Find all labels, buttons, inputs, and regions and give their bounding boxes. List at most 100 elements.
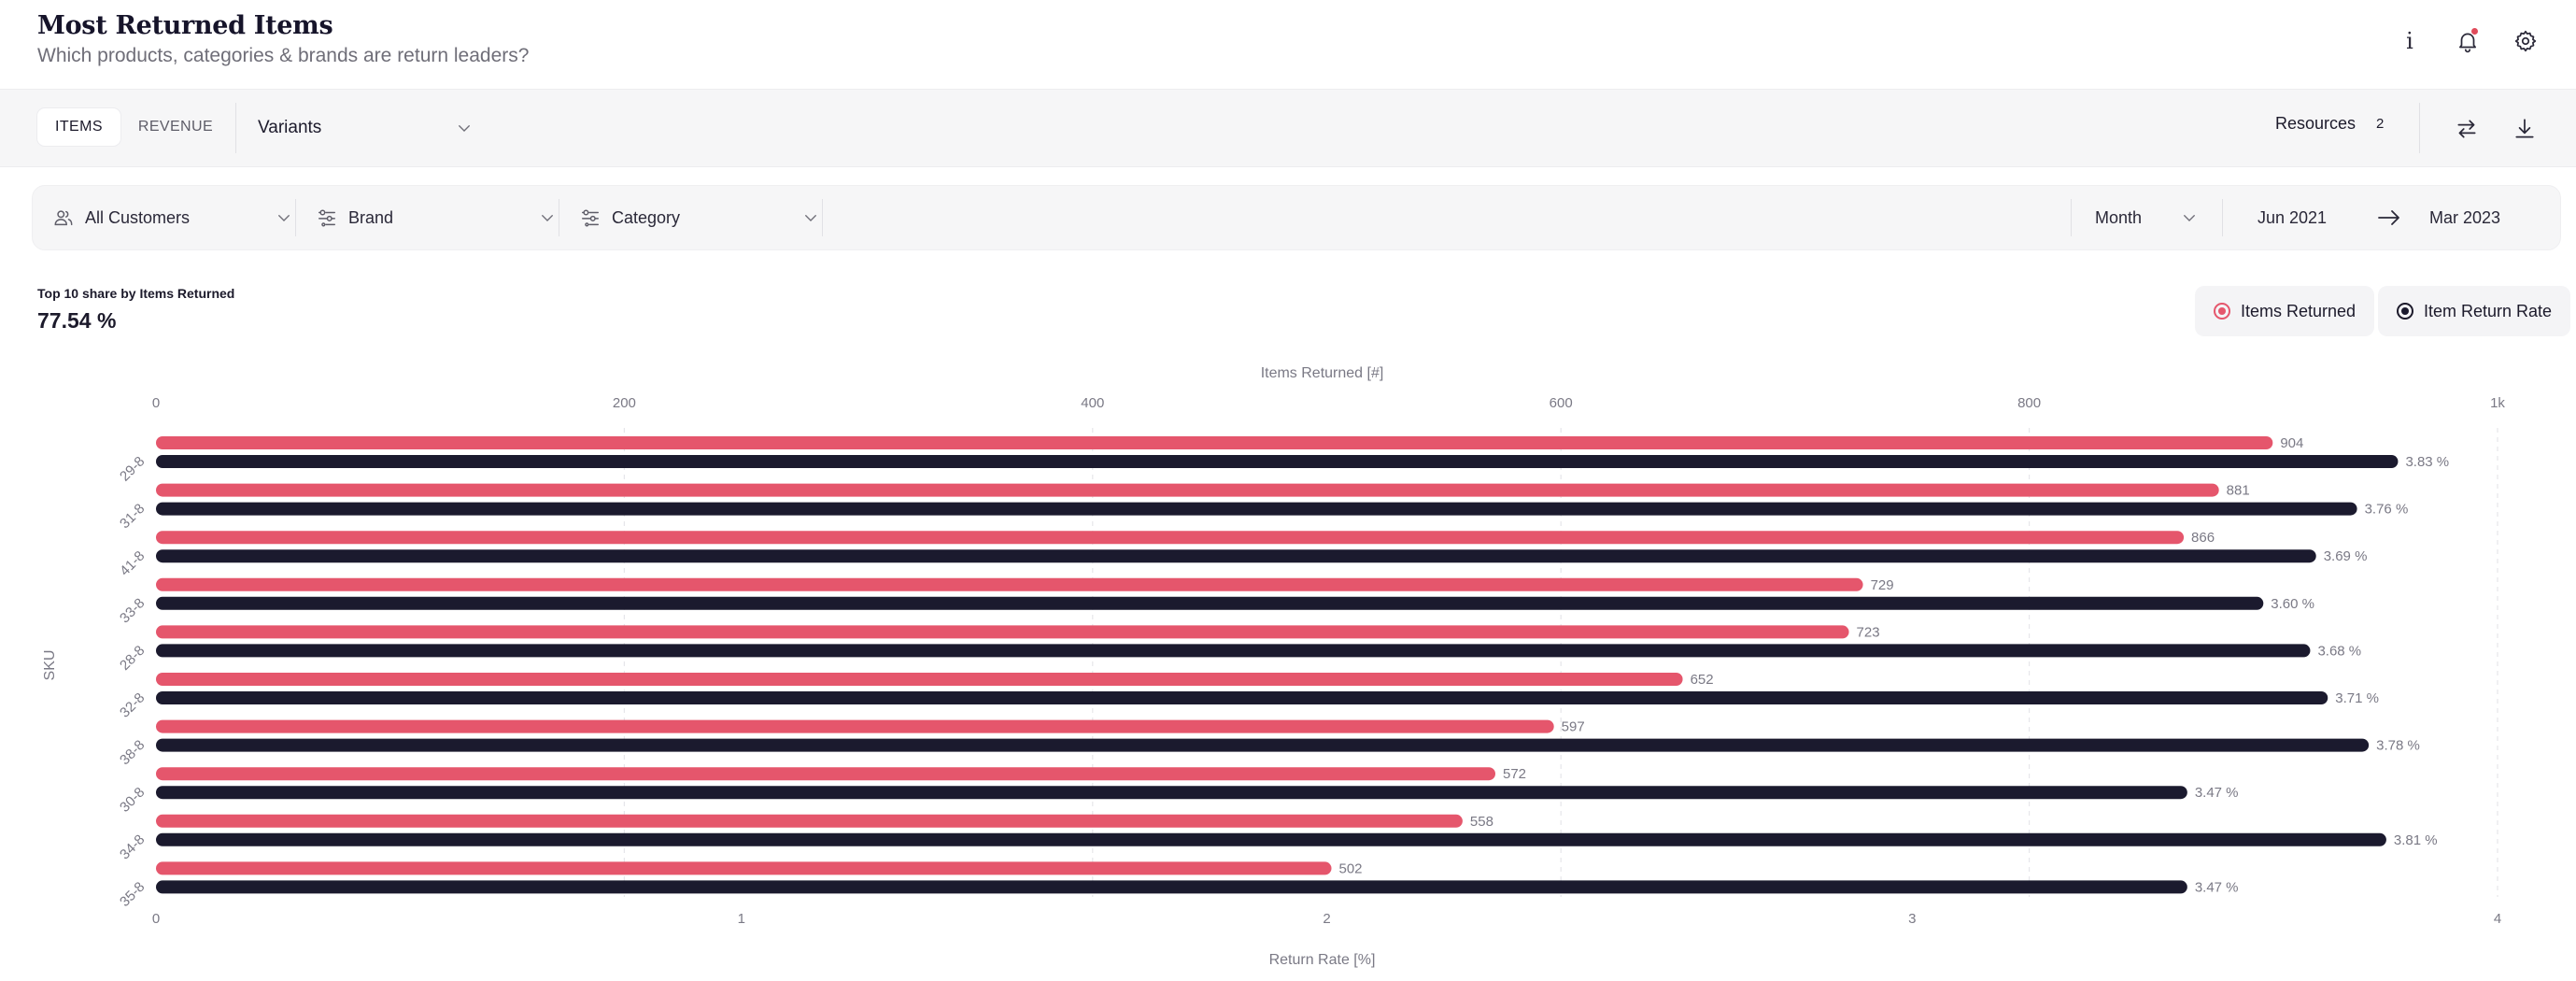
items-returned-bar <box>156 673 1683 686</box>
date-to[interactable]: Mar 2023 <box>2429 186 2532 249</box>
sku-tick-label: 28-8 <box>117 643 148 674</box>
bell-icon <box>2459 33 2476 53</box>
arrow-right-icon <box>2377 186 2411 249</box>
swap-button[interactable] <box>2450 112 2484 146</box>
top-axis-tick-label: 1k <box>2490 395 2505 411</box>
metric-toggle: ITEMS REVENUE <box>37 106 231 149</box>
items-returned-bar <box>156 625 1849 639</box>
return-rate-value-label: 3.71 % <box>2335 690 2379 706</box>
resources-count: 2 <box>2376 116 2385 132</box>
return-rate-bar <box>156 549 2316 563</box>
category-filter[interactable]: Category <box>580 186 819 249</box>
info-button[interactable]: i <box>2391 22 2428 60</box>
period-label: Month <box>2095 207 2143 227</box>
sku-tick-label: 38-8 <box>117 737 148 768</box>
filter-divider <box>2071 199 2072 236</box>
notification-dot <box>2471 28 2478 35</box>
sku-tick-label: 35-8 <box>117 879 148 910</box>
sku-tick-label: 31-8 <box>117 501 148 532</box>
return-rate-value-label: 3.78 % <box>2376 738 2420 754</box>
notifications-button[interactable] <box>2449 22 2486 60</box>
users-icon <box>53 207 74 228</box>
resources-button[interactable]: Resources 2 <box>2275 114 2384 134</box>
tab-revenue[interactable]: REVENUE <box>137 119 214 135</box>
items-returned-value-label: 881 <box>2227 483 2250 499</box>
bottom-axis-tick-label: 1 <box>738 911 745 927</box>
top-axis-tick-label: 0 <box>152 395 160 411</box>
return-rate-bar <box>156 832 2386 846</box>
legend-item-return-rate[interactable]: Item Return Rate <box>2378 286 2571 336</box>
info-icon: i <box>2406 28 2413 54</box>
return-rate-value-label: 3.47 % <box>2195 879 2239 895</box>
items-returned-bar <box>156 483 2219 497</box>
return-rate-value-label: 3.81 % <box>2394 832 2438 848</box>
return-rate-value-label: 3.68 % <box>2317 643 2361 659</box>
return-rate-bar <box>156 786 2187 800</box>
brand-filter[interactable]: Brand <box>317 186 556 249</box>
bottom-axis-tick-label: 4 <box>2494 911 2501 927</box>
bottom-axis-label: Return Rate [%] <box>1269 952 1376 968</box>
swap-arrows-icon <box>2457 120 2476 138</box>
toolbar-divider <box>2419 103 2420 153</box>
items-returned-value-label: 729 <box>1871 577 1894 593</box>
toolbar-divider <box>235 103 236 153</box>
sku-tick-label: 33-8 <box>117 595 148 626</box>
legend-items-returned[interactable]: Items Returned <box>2195 286 2375 336</box>
items-returned-value-label: 904 <box>2280 435 2303 451</box>
kpi-value: 77.54 % <box>37 308 117 333</box>
date-from[interactable]: Jun 2021 <box>2258 186 2351 249</box>
bottom-axis-tick-label: 3 <box>1908 911 1916 927</box>
sku-tick-label: 30-8 <box>117 785 148 816</box>
tab-items[interactable]: ITEMS <box>37 108 120 146</box>
top-axis-tick-label: 200 <box>613 395 636 411</box>
return-rate-bar <box>156 738 2370 752</box>
settings-button[interactable] <box>2507 22 2544 60</box>
chevron-down-icon <box>459 125 470 132</box>
date-from-label: Jun 2021 <box>2258 207 2328 227</box>
download-button[interactable] <box>2508 112 2541 146</box>
category-filter-label: Category <box>612 207 681 227</box>
legend-item-return-rate-label: Item Return Rate <box>2424 301 2553 320</box>
items-returned-bar <box>156 436 2273 449</box>
period-dropdown[interactable]: Month <box>2095 186 2198 249</box>
variants-dropdown[interactable]: Variants <box>258 110 473 146</box>
sku-tick-label: 41-8 <box>117 548 148 579</box>
bottom-axis-tick-label: 2 <box>1323 911 1330 927</box>
sku-tick-label: 34-8 <box>117 832 148 862</box>
kpi-label: Top 10 share by Items Returned <box>37 286 235 301</box>
chevron-down-icon <box>542 215 553 221</box>
legend-items-returned-label: Items Returned <box>2241 301 2357 320</box>
customers-filter[interactable]: All Customers <box>53 186 292 249</box>
top-axis-tick-label: 800 <box>2017 395 2041 411</box>
variants-label: Variants <box>258 118 322 137</box>
date-to-label: Mar 2023 <box>2429 207 2501 227</box>
return-rate-bar <box>156 596 2264 610</box>
return-rate-value-label: 3.47 % <box>2195 785 2239 801</box>
sliders-icon <box>580 207 601 228</box>
return-rate-value-label: 3.83 % <box>2405 454 2449 470</box>
filter-divider <box>295 199 296 236</box>
return-rate-bar <box>156 644 2311 658</box>
items-returned-bar <box>156 531 2185 545</box>
return-rate-bar <box>156 502 2357 516</box>
chevron-down-icon <box>2184 215 2195 221</box>
items-returned-value-label: 866 <box>2191 530 2215 546</box>
return-rate-bar <box>156 880 2187 894</box>
sliders-icon <box>317 207 337 228</box>
filter-bar: All Customers Brand Category Month Jun 2… <box>32 185 2561 250</box>
sku-tick-label: 29-8 <box>117 453 148 484</box>
top-axis-label: Items Returned [#] <box>1261 365 1384 381</box>
resources-label: Resources <box>2275 114 2357 133</box>
chevron-down-icon <box>805 215 816 221</box>
items-returned-value-label: 723 <box>1857 624 1880 640</box>
radio-selected-icon <box>2214 303 2230 320</box>
return-rate-value-label: 3.69 % <box>2324 548 2368 564</box>
download-icon <box>2515 119 2534 138</box>
items-returned-bar <box>156 861 1332 875</box>
gear-icon <box>2514 30 2537 52</box>
top-axis-tick-label: 600 <box>1550 395 1573 411</box>
items-returned-bar <box>156 719 1554 733</box>
radio-selected-icon <box>2397 303 2413 320</box>
y-axis-label: SKU <box>42 650 58 681</box>
